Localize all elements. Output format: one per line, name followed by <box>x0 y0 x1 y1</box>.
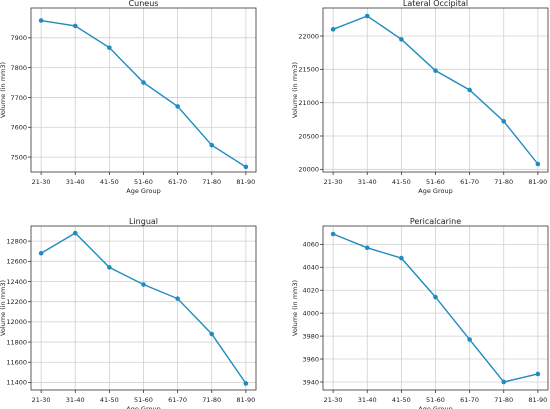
y-tick-label: 12600 <box>6 258 27 266</box>
data-point <box>535 371 541 377</box>
x-tick-label: 21-30 <box>324 178 343 186</box>
x-tick-label: 81-90 <box>236 396 255 404</box>
data-point <box>141 80 146 85</box>
data-point <box>501 379 507 385</box>
x-tick-label: 41-50 <box>392 396 411 404</box>
y-tick-label: 4000 <box>302 309 319 317</box>
data-point <box>38 18 44 23</box>
data-point <box>330 231 336 237</box>
x-tick-label: 31-40 <box>66 178 85 186</box>
x-tick-label: 21-30 <box>32 396 51 404</box>
data-point <box>209 142 215 148</box>
data-point <box>330 27 336 32</box>
y-axis-label: Volume (in mm3) <box>0 62 7 118</box>
chart-panel-2: 21-30 31-40 41-50 51-60 61-70 71-80 81-90 20000… <box>291 0 549 195</box>
y-tick-label: 3980 <box>302 332 319 340</box>
x-tick-label: 81-90 <box>528 178 547 186</box>
data-point <box>364 13 370 19</box>
y-tick-label: 7700 <box>10 94 27 102</box>
chart-panel-3: 21-30 31-40 41-50 51-60 61-70 71-80 81-90 11400… <box>0 217 257 409</box>
x-tick-label: 61-70 <box>168 396 187 404</box>
data-point <box>141 282 146 287</box>
x-tick-label: 71-80 <box>202 396 221 404</box>
chart-title: Lateral Occipital <box>403 0 468 8</box>
data-point <box>175 104 180 109</box>
y-axis-label: Volume (in mm3) <box>291 280 299 336</box>
x-tick-label: 61-70 <box>460 178 479 186</box>
x-tick-label: 41-50 <box>392 178 411 186</box>
y-tick-label: 12000 <box>6 318 27 326</box>
y-tick-label: 4060 <box>302 241 319 249</box>
y-tick-label: 7600 <box>10 124 27 132</box>
data-point <box>209 331 215 337</box>
data-point <box>72 23 78 29</box>
x-tick-label: 41-50 <box>100 178 119 186</box>
x-tick-label: 81-90 <box>236 178 255 186</box>
y-tick-label: 21000 <box>298 99 319 107</box>
y-tick-label: 12200 <box>6 298 27 306</box>
x-tick-label: 81-90 <box>528 396 547 404</box>
data-point <box>535 161 541 167</box>
data-point <box>433 68 438 73</box>
y-tick-label: 20500 <box>298 132 319 140</box>
data-point <box>72 230 78 236</box>
y-tick-label: 3960 <box>302 355 319 363</box>
x-tick-label: 61-70 <box>168 178 187 186</box>
data-point <box>467 87 472 93</box>
y-tick-label: 21500 <box>298 66 319 74</box>
data-point <box>243 381 249 386</box>
data-point <box>399 255 404 261</box>
x-axis-label: Age Group <box>126 187 160 195</box>
x-tick-label: 51-60 <box>426 178 445 186</box>
x-tick-label: 71-80 <box>494 178 513 186</box>
x-tick-label: 21-30 <box>324 396 343 404</box>
y-tick-label: 20000 <box>298 166 319 174</box>
y-tick-label: 22000 <box>298 32 319 40</box>
data-point <box>107 45 112 50</box>
y-tick-label: 12800 <box>6 237 27 245</box>
x-tick-label: 21-30 <box>32 178 51 186</box>
x-tick-label: 51-60 <box>426 396 445 404</box>
x-tick-label: 31-40 <box>66 396 85 404</box>
y-tick-label: 3940 <box>302 378 319 386</box>
x-axis-label: Age Group <box>126 405 160 409</box>
y-tick-label: 11800 <box>6 338 27 346</box>
chart-title: Cuneus <box>129 0 159 8</box>
chart-panel-1: 21-30 31-40 41-50 51-60 61-70 71-80 81-90 7500 7… <box>0 0 257 195</box>
x-tick-label: 61-70 <box>460 396 479 404</box>
y-tick-label: 7900 <box>10 34 27 42</box>
data-point <box>501 119 507 124</box>
y-tick-label: 4040 <box>302 264 319 272</box>
data-point <box>107 265 112 270</box>
x-axis-label: Age Group <box>418 187 452 195</box>
y-tick-label: 11400 <box>6 379 27 387</box>
y-axis-label: Volume (in mm3) <box>291 62 299 118</box>
x-tick-label: 51-60 <box>134 396 153 404</box>
x-tick-label: 41-50 <box>100 396 119 404</box>
x-tick-label: 71-80 <box>494 396 513 404</box>
y-tick-label: 7500 <box>10 153 27 161</box>
y-tick-label: 4020 <box>302 287 319 295</box>
y-tick-label: 7800 <box>10 64 27 72</box>
y-tick-label: 11600 <box>6 359 27 367</box>
chart-panel-4: 21-30 31-40 41-50 51-60 61-70 71-80 81-90 3940 3… <box>291 217 549 409</box>
data-point <box>399 37 404 42</box>
chart-title: Pericalcarine <box>410 217 461 226</box>
data-point <box>175 296 180 301</box>
x-axis-label: Age Group <box>418 405 452 409</box>
data-point <box>433 294 438 300</box>
data-point <box>243 164 249 170</box>
chart-title: Lingual <box>129 217 158 226</box>
data-point <box>364 245 370 251</box>
y-tick-label: 12400 <box>6 278 27 286</box>
x-tick-label: 31-40 <box>358 396 377 404</box>
y-axis-label: Volume (in mm3) <box>0 280 7 336</box>
x-tick-label: 51-60 <box>134 178 153 186</box>
data-point <box>467 337 472 342</box>
x-tick-label: 71-80 <box>202 178 221 186</box>
data-point <box>38 250 44 256</box>
x-tick-label: 31-40 <box>358 178 377 186</box>
